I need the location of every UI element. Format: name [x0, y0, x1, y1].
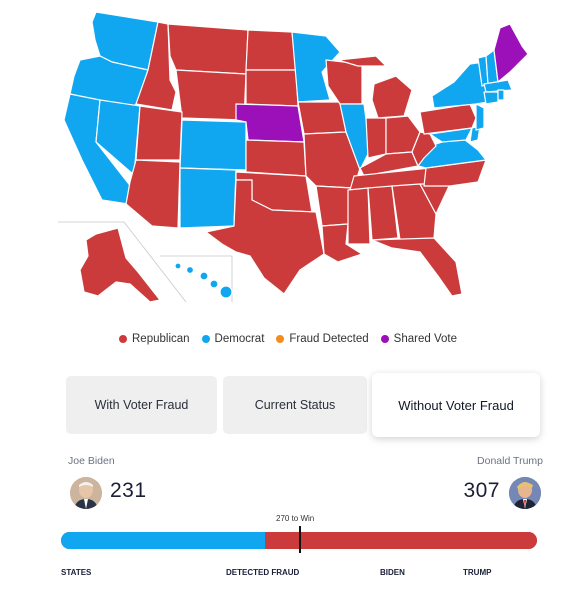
state-in[interactable] — [365, 117, 387, 159]
view-tabs: With Voter Fraud Current Status Without … — [66, 373, 540, 437]
state-ia[interactable] — [297, 101, 347, 135]
state-ks[interactable] — [245, 139, 307, 177]
state-ar[interactable] — [315, 185, 353, 227]
legend-dot-icon — [276, 335, 285, 343]
candidate-right-votes: 307 — [463, 479, 500, 502]
state-hi[interactable] — [199, 271, 209, 281]
legend-dot-icon — [380, 335, 389, 343]
biden-avatar-icon — [70, 477, 102, 509]
legend-item-republican: Republican — [119, 333, 190, 345]
democrat-bar-segment — [61, 532, 266, 549]
legend-label: Republican — [132, 333, 190, 345]
state-wi[interactable] — [325, 59, 363, 105]
state-wv[interactable] — [411, 131, 437, 167]
state-mi[interactable] — [371, 75, 413, 119]
state-ut[interactable] — [135, 105, 183, 161]
tab-current-status[interactable]: Current Status — [223, 376, 367, 434]
legend-label: Fraud Detected — [289, 333, 369, 345]
state-mt[interactable] — [167, 23, 249, 75]
legend-item-democrat: Democrat — [201, 333, 265, 345]
state-co[interactable] — [179, 119, 247, 171]
state-nm[interactable] — [179, 167, 237, 229]
republican-bar-segment — [265, 532, 537, 549]
win-threshold-marker — [298, 526, 301, 553]
legend-item-shared-vote: Shared Vote — [380, 333, 457, 345]
candidate-left-name: Joe Biden — [68, 455, 115, 467]
state-hi[interactable] — [174, 262, 182, 270]
state-sd[interactable] — [245, 69, 299, 107]
state-tx[interactable] — [205, 179, 325, 295]
trump-avatar-icon — [509, 477, 541, 509]
us-election-map — [40, 6, 536, 316]
state-me[interactable] — [493, 23, 529, 83]
state-ga[interactable] — [391, 183, 437, 241]
label-detected-fraud: DETECTED FRAUD — [226, 568, 300, 577]
state-fl[interactable] — [371, 237, 463, 297]
state-ms[interactable] — [347, 187, 371, 245]
state-ct[interactable] — [483, 91, 499, 105]
candidate-right-name: Donald Trump — [477, 455, 543, 467]
state-ak[interactable] — [79, 227, 161, 303]
label-states: STATES — [61, 568, 92, 577]
legend-label: Shared Vote — [393, 333, 457, 345]
tab-with-voter-fraud[interactable]: With Voter Fraud — [66, 376, 217, 434]
state-hi[interactable] — [219, 285, 233, 299]
label-biden: BIDEN — [380, 568, 405, 577]
state-al[interactable] — [367, 185, 399, 241]
win-threshold-label: 270 to Win — [276, 514, 315, 523]
state-nd[interactable] — [245, 29, 297, 71]
state-hi[interactable] — [209, 279, 219, 289]
tab-without-voter-fraud[interactable]: Without Voter Fraud — [372, 373, 540, 437]
legend-item-fraud-detected: Fraud Detected — [276, 333, 369, 345]
state-hi[interactable] — [185, 265, 195, 275]
state-ri[interactable] — [497, 89, 505, 101]
state-md[interactable] — [429, 127, 473, 143]
candidate-left-votes: 231 — [110, 479, 147, 502]
state-az[interactable] — [125, 159, 181, 229]
state-nj[interactable] — [475, 103, 485, 131]
state-il[interactable] — [339, 103, 371, 171]
state-mi[interactable] — [337, 55, 387, 67]
legend-label: Democrat — [214, 333, 265, 345]
label-trump: TRUMP — [463, 568, 492, 577]
state-ma[interactable] — [483, 79, 513, 93]
legend-dot-icon — [119, 335, 127, 343]
map-legend: Republican Democrat Fraud Detected Shared V… — [0, 333, 576, 345]
legend-dot-icon — [201, 335, 210, 343]
